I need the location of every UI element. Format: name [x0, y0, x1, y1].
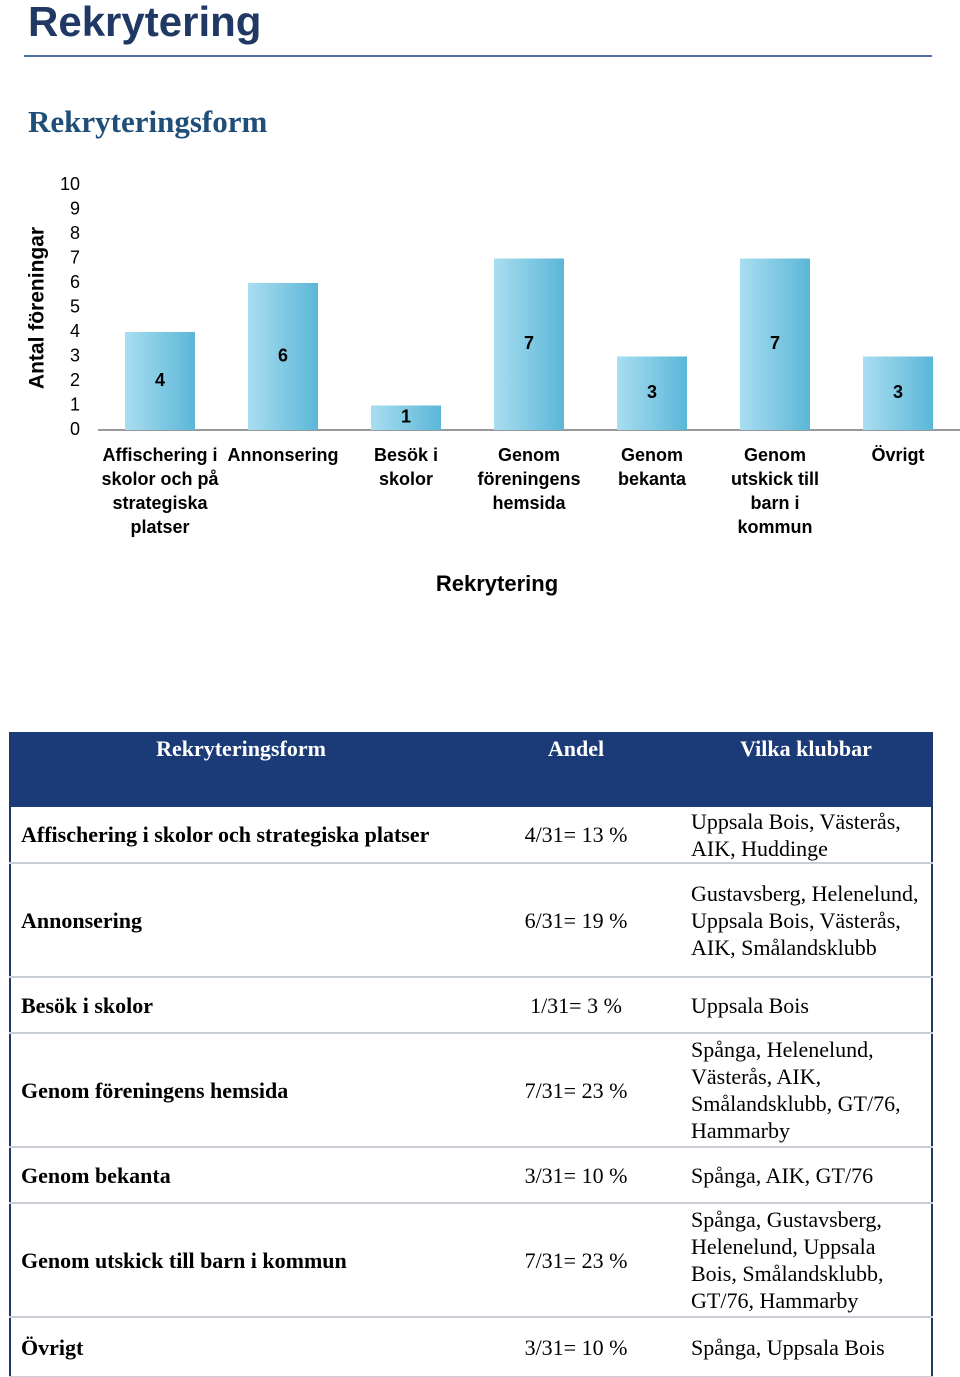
- data-label: 1: [401, 407, 411, 427]
- bar: [617, 356, 687, 430]
- data-label: 4: [155, 370, 165, 390]
- y-tick-label: 2: [70, 370, 80, 390]
- x-tick-label: Genom utskick till barn i kommun: [730, 445, 820, 537]
- bar: [248, 283, 318, 430]
- y-tick-label: 5: [70, 296, 80, 316]
- bar: [371, 405, 441, 430]
- y-tick-label: 1: [70, 394, 80, 414]
- title-rule: [24, 55, 932, 57]
- bar: [494, 258, 564, 430]
- table-cell: 3/31= 10 %: [471, 1147, 681, 1204]
- table-cell: Genom bekanta: [10, 1147, 471, 1204]
- table-cell: Spånga, Uppsala Bois: [681, 1317, 932, 1377]
- table-cell: 7/31= 23 %: [471, 1203, 681, 1318]
- y-tick-label: 6: [70, 272, 80, 292]
- x-tick-label: Annonsering: [227, 445, 339, 465]
- bar: [125, 332, 195, 430]
- x-axis-title: Rekrytering: [436, 571, 558, 596]
- bar: [740, 258, 810, 430]
- table-row: Affischering i skolor och strategiska pl…: [10, 807, 932, 864]
- table-cell: Gustavsberg, Helenelund, Uppsala Bois, V…: [681, 863, 932, 978]
- column-header: Andel: [471, 732, 681, 807]
- column-header: Vilka klubbar: [681, 732, 932, 807]
- table-cell: 6/31= 19 %: [471, 863, 681, 978]
- bar: [863, 356, 933, 430]
- table-row: Genom bekanta 3/31= 10 % Spånga, AIK, GT/7…: [10, 1147, 932, 1204]
- table-row: Besök i skolor 1/31= 3 % Uppsala Bois: [10, 977, 932, 1034]
- x-tick-label: Genom bekanta: [617, 445, 687, 489]
- table-cell: Spånga, Gustavsberg, Helenelund, Uppsala…: [681, 1203, 932, 1318]
- table-row: Genom utskick till barn i kommun 7/31= 23…: [10, 1203, 932, 1318]
- table-cell: Uppsala Bois, Västerås, AIK, Huddinge: [681, 807, 932, 864]
- y-tick-label: 3: [70, 345, 80, 365]
- data-label: 3: [647, 382, 657, 402]
- data-label: 7: [770, 333, 780, 353]
- table-cell: Genom utskick till barn i kommun: [10, 1203, 471, 1318]
- y-tick-label: 7: [70, 247, 80, 267]
- y-axis-title: Antal föreningar: [26, 227, 49, 389]
- y-tick-label: 9: [70, 198, 80, 218]
- y-tick-label: 8: [70, 223, 80, 243]
- data-label: 3: [893, 382, 903, 402]
- data-label: 7: [524, 333, 534, 353]
- y-tick-label: 10: [60, 174, 80, 194]
- table-cell: Uppsala Bois: [681, 977, 932, 1034]
- table-cell: Spånga, Helenelund, Västerås, AIK, Småla…: [681, 1033, 932, 1148]
- table-row: Övrigt 3/31= 10 % Spånga, Uppsala Bois: [10, 1317, 932, 1377]
- table-cell: Spånga, AIK, GT/76: [681, 1147, 932, 1204]
- table-row: Annonsering 6/31= 19 % Gustavsberg, Helene…: [10, 863, 932, 978]
- chart: Antal föreningar Rekrytering 0 1 2 3 4 5 6 7 8 9 1…: [26, 174, 960, 596]
- table-cell: 7/31= 23 %: [471, 1033, 681, 1148]
- x-tick-label: Genom föreningens hemsida: [477, 445, 581, 513]
- x-tick-label: Besök i skolor: [373, 445, 439, 489]
- table-cell: Annonsering: [10, 863, 471, 978]
- data-label: 6: [278, 345, 288, 365]
- table-cell: 1/31= 3 %: [471, 977, 681, 1034]
- x-tick-label: Övrigt: [871, 445, 925, 465]
- table-cell: Affischering i skolor och strategiska pl…: [10, 807, 471, 864]
- section-title: Rekryteringsform: [28, 104, 268, 139]
- y-tick-label: 0: [70, 419, 80, 439]
- y-tick-label: 4: [70, 321, 80, 341]
- table-cell: Genom föreningens hemsida: [10, 1033, 471, 1148]
- table-row: Genom föreningens hemsida 7/31= 23 % Spång…: [10, 1033, 932, 1148]
- table-cell: 3/31= 10 %: [471, 1317, 681, 1377]
- table-cell: Övrigt: [10, 1317, 471, 1377]
- table-cell: 4/31= 13 %: [471, 807, 681, 864]
- table-cell: Besök i skolor: [10, 977, 471, 1034]
- page-title: Rekrytering: [28, 0, 262, 45]
- column-header: Rekryteringsform: [10, 732, 471, 807]
- x-tick-label: Affischering i skolor och på strategiska…: [101, 445, 219, 537]
- table: Rekryteringsform Andel Vilka klubbar Affisc…: [9, 732, 933, 1377]
